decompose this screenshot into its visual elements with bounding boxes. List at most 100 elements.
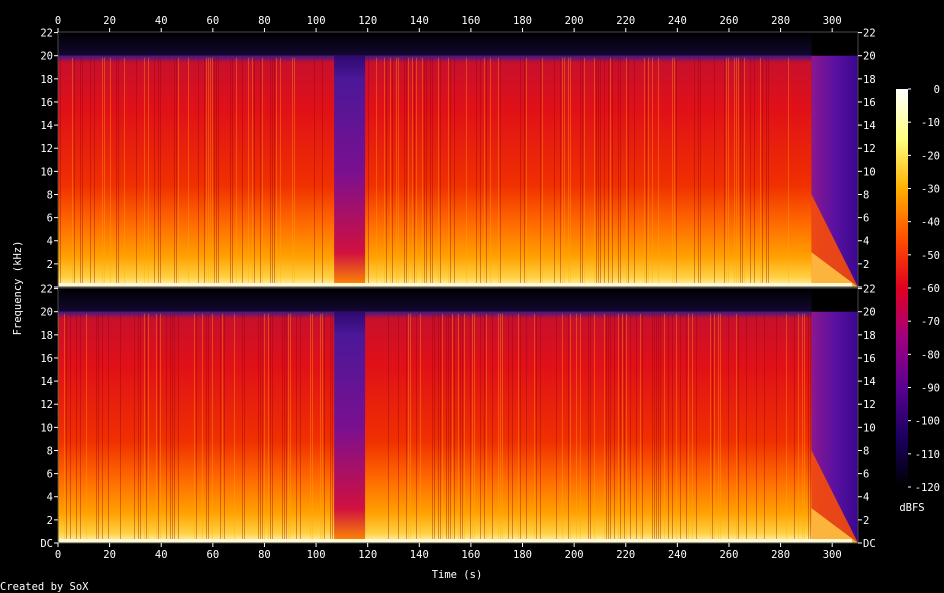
x-tick-label-top: 40 [155,15,168,27]
streak [668,313,669,543]
streak [220,313,221,543]
streak [208,313,209,543]
streak [542,57,543,287]
y-tick-label-left: 20 [40,51,53,63]
streak [576,313,577,543]
streak [104,57,105,287]
streak [144,313,145,543]
y-tick-label-left: 4 [47,236,53,248]
streak [658,313,659,543]
streak [490,57,491,287]
x-tick-label-top: 0 [55,15,61,27]
streak [802,313,803,543]
x-tick-label-bottom: 180 [513,549,532,561]
streak [212,57,213,287]
streak [82,57,83,287]
streak [568,57,569,287]
streak [570,57,571,287]
streak [86,313,87,543]
streak [636,313,637,543]
streak [120,313,121,543]
y-tick-label-right: 18 [863,74,876,86]
streak [584,57,585,287]
streak [526,57,527,287]
streak [330,313,331,543]
streak [776,313,777,543]
x-tick-label-bottom: 60 [207,549,220,561]
streak [204,57,205,287]
y-tick-label-left: 4 [47,492,53,504]
streak [368,57,369,287]
y-tick-label-left: 2 [47,515,53,527]
streak [656,313,657,543]
streak [194,313,195,543]
streak [664,313,665,543]
streak [108,313,109,543]
streak [658,57,659,287]
streak [524,57,525,287]
y-tick-label-right: 16 [863,353,876,365]
y-tick-label-right: 14 [863,120,876,132]
streak [534,313,535,543]
streak [144,57,145,287]
streak [136,57,137,287]
channel-2-spectrogram [57,287,859,544]
y-tick-label-right: DC [863,538,876,550]
streak [766,57,767,287]
streak [536,313,537,543]
streak [332,313,333,543]
streak [166,313,167,543]
streak [580,313,581,543]
streak [762,57,763,287]
streak [268,313,269,543]
streak [474,313,475,543]
streak [620,57,621,287]
streak [808,313,809,543]
streak [458,313,459,543]
streak [484,313,485,543]
y-tick-label-right: 10 [863,166,876,178]
streak [376,57,377,287]
streak [188,57,189,287]
streak [452,313,453,543]
y-tick-label-left: 14 [40,120,53,132]
y-tick-label-right: 22 [863,28,876,40]
streak [448,313,449,543]
x-tick-label-bottom: 100 [307,549,326,561]
streak [156,313,157,543]
streak [694,57,695,287]
streak [288,313,289,543]
streak [420,313,421,543]
streak [440,313,441,543]
x-tick-label-top: 300 [823,15,842,27]
y-tick-label-left: 8 [47,445,53,457]
streak [118,57,119,287]
streak [388,313,389,543]
spectrogram-panels [57,31,859,544]
streak [146,313,147,543]
x-tick-label-top: 60 [207,15,220,27]
streak [686,313,687,543]
streak [462,313,463,543]
streak [604,57,605,287]
channel-1-spectrogram [57,31,859,288]
y-tick-label-right: 18 [863,330,876,342]
y-tick-label-right: 4 [863,492,869,504]
colorbar-tick-label: -60 [921,283,940,295]
streak [262,313,263,543]
streak [310,313,311,543]
x-tick-label-bottom: 220 [616,549,635,561]
streak [320,313,321,543]
streak [392,57,393,287]
streak [390,57,391,287]
x-tick-label-bottom: 240 [668,549,687,561]
footer-credit: Created by SoX [0,581,89,593]
x-tick-label-bottom: 300 [823,549,842,561]
streak [398,313,399,543]
streak [264,313,265,543]
streak [424,57,425,287]
y-tick-label-left: 12 [40,399,53,411]
streak [794,313,795,543]
streak [454,57,455,287]
streak [640,313,641,543]
